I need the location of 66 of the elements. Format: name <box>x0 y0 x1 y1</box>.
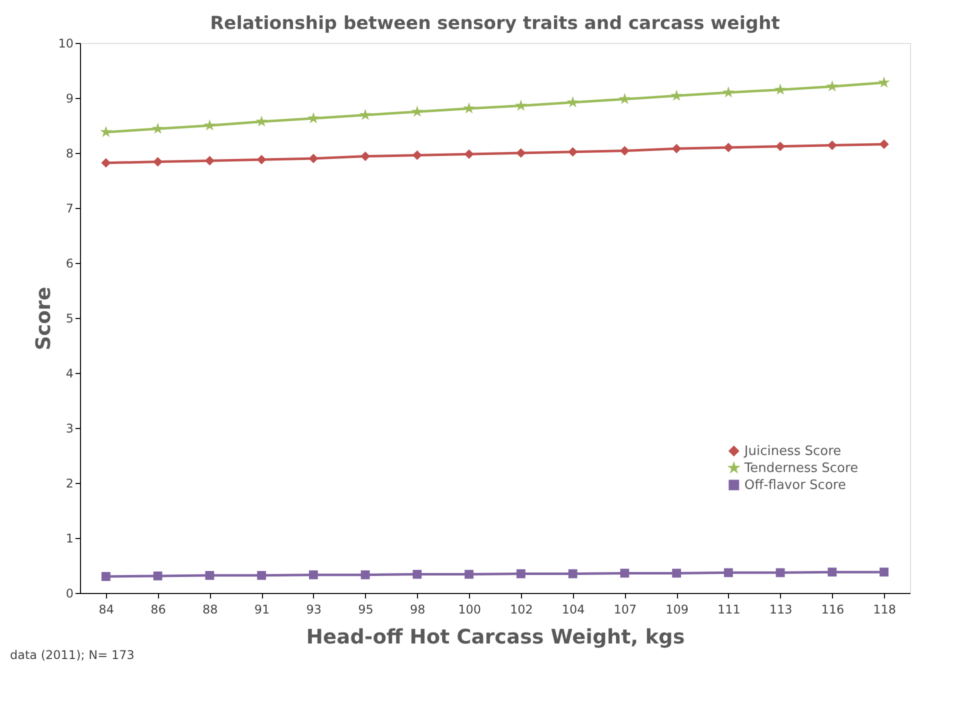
text: data (2011); N= 173 <box>10 648 134 662</box>
point <box>516 569 526 578</box>
point <box>828 140 837 150</box>
x-tick-label: 111 <box>717 602 740 616</box>
y-tick-label: 10 <box>58 36 74 50</box>
y-tick-label: 8 <box>66 146 74 160</box>
point <box>257 155 266 164</box>
point <box>101 572 110 581</box>
x-tick-label: 91 <box>254 602 270 616</box>
x-tick-label: 109 <box>666 602 689 616</box>
point <box>360 152 370 161</box>
y-tick-label: 4 <box>66 366 74 380</box>
point <box>257 570 266 580</box>
x-tick-label: 84 <box>98 602 114 616</box>
point <box>620 568 630 578</box>
point <box>153 571 162 580</box>
point <box>776 142 785 151</box>
x-tick-label: 116 <box>821 602 844 616</box>
point <box>568 147 578 156</box>
y-axis-title: Score <box>31 286 56 350</box>
x-tick-label: 102 <box>510 602 533 616</box>
point <box>880 568 889 577</box>
point <box>724 143 733 152</box>
y-tick-label: 5 <box>66 312 74 326</box>
point <box>360 570 370 580</box>
y-tick-label: 3 <box>66 422 74 436</box>
x-tick-label: 104 <box>562 602 585 616</box>
point <box>412 150 422 160</box>
point <box>620 146 630 156</box>
x-tick-label: 95 <box>358 602 374 616</box>
point <box>516 148 526 158</box>
y-tick-label: 6 <box>66 256 74 270</box>
x-axis-title: Head-off Hot Carcass Weight, kgs <box>306 624 685 648</box>
chart-title: Relationship between sensory traits and carcass weight <box>210 13 780 34</box>
point <box>880 140 889 149</box>
point <box>308 154 318 163</box>
point <box>412 570 422 579</box>
point <box>153 157 162 166</box>
x-tick-label: 88 <box>202 602 218 616</box>
x-tick-label: 118 <box>873 602 896 616</box>
legend-label: Off-flavor Score <box>744 478 846 493</box>
y-tick-label: 9 <box>66 92 74 106</box>
point <box>828 568 837 577</box>
x-tick-label: 113 <box>769 602 792 616</box>
x-tick-label: 98 <box>410 602 426 616</box>
x-tick-label: 86 <box>150 602 166 616</box>
y-tick-label: 2 <box>66 476 74 490</box>
x-tick-label: 93 <box>306 602 322 616</box>
legend-label: Tenderness Score <box>743 461 858 476</box>
x-tick-label: 100 <box>458 602 482 616</box>
point <box>672 144 682 154</box>
point <box>308 570 318 580</box>
point <box>568 569 578 578</box>
point <box>672 568 682 578</box>
y-tick-label: 0 <box>66 586 74 600</box>
point <box>205 156 214 166</box>
point <box>101 158 110 168</box>
x-tick-label: 107 <box>614 602 637 616</box>
point <box>776 568 785 578</box>
point <box>464 150 474 159</box>
point <box>205 570 214 580</box>
point <box>464 570 474 579</box>
y-tick-label: 1 <box>66 532 74 546</box>
y-tick-label: 7 <box>66 202 74 216</box>
point <box>724 568 733 578</box>
legend-label: Juiciness Score <box>743 444 842 459</box>
